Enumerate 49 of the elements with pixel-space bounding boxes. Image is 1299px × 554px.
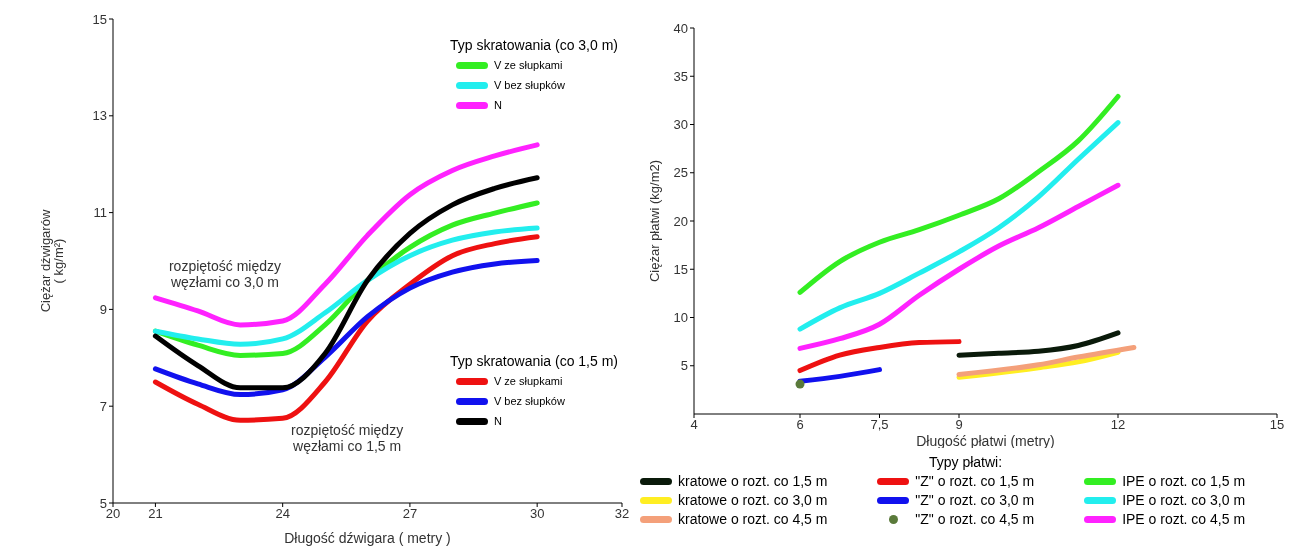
legend-label: kratowe o rozt. co 4,5 m (678, 511, 828, 527)
legend-label: V bez słupków (493, 79, 565, 91)
y-tick-label: 15 (673, 261, 688, 277)
legend-label: N (493, 415, 502, 427)
x-axis-title: Długość dźwigara ( metry ) (284, 530, 451, 546)
y-tick-label: 20 (673, 213, 688, 229)
legend-label: N (493, 99, 502, 111)
y-tick-label: 9 (99, 302, 107, 318)
y-tick-label: 11 (93, 205, 107, 221)
legend-label: V bez słupków (493, 395, 565, 407)
y-axis-title: Ciężar płatwi (kg/m2) (646, 159, 662, 283)
y-tick-label: 5 (680, 358, 688, 374)
x-tick-label: 7,5 (870, 417, 889, 433)
annotation: Typ skratowania (co 3,0 m) (449, 37, 618, 53)
x-tick-label: 32 (614, 506, 630, 522)
annotation: Typ skratowania (co 1,5 m) (449, 353, 618, 369)
legend-label: "Z" o rozt. co 3,0 m (915, 492, 1035, 508)
x-tick-label: 12 (1110, 417, 1126, 433)
y-tick-label: 35 (673, 68, 688, 84)
legend-label: IPE o rozt. co 1,5 m (1122, 473, 1246, 489)
y-tick-label: 5 (99, 495, 107, 511)
legend-label: IPE o rozt. co 4,5 m (1122, 511, 1246, 527)
legend-label: kratowe o rozt. co 1,5 m (678, 473, 828, 489)
x-tick-label: 15 (1269, 417, 1285, 433)
annotation: rozpiętość między węzłami co 3,0 m (167, 257, 282, 290)
x-tick-label: 6 (796, 417, 804, 433)
y-tick-label: 10 (673, 310, 688, 326)
x-axis-title: Długość płatwi (metry) (916, 433, 1055, 449)
annotation: rozpiętość między węzłami co 1,5 m (290, 422, 405, 455)
y-tick-label: 15 (92, 11, 107, 27)
legend-label: V ze słupkami (493, 59, 563, 71)
y-tick-label: 13 (92, 108, 107, 124)
x-tick-label: 27 (402, 506, 418, 522)
legend-label: V ze słupkami (493, 375, 563, 387)
legend-label: kratowe o rozt. co 3,0 m (678, 492, 828, 508)
y-axis-title: Ciężar dźwigarów ( kg/m²) (38, 209, 67, 313)
legend-label: "Z" o rozt. co 1,5 m (915, 473, 1035, 489)
x-tick-label: 30 (529, 506, 545, 522)
y-tick-label: 30 (673, 117, 688, 133)
x-tick-label: 24 (275, 506, 290, 522)
y-tick-label: 25 (673, 165, 688, 181)
legend-label: IPE o rozt. co 3,0 m (1122, 492, 1246, 508)
legend-title: Typy płatwi: (927, 454, 1004, 470)
y-tick-label: 7 (99, 398, 107, 414)
x-tick-label: 4 (690, 417, 698, 433)
x-tick-label: 9 (955, 417, 963, 433)
y-tick-label: 40 (673, 20, 688, 36)
x-tick-label: 21 (148, 506, 163, 522)
legend-label: "Z" o rozt. co 4,5 m (915, 511, 1035, 527)
